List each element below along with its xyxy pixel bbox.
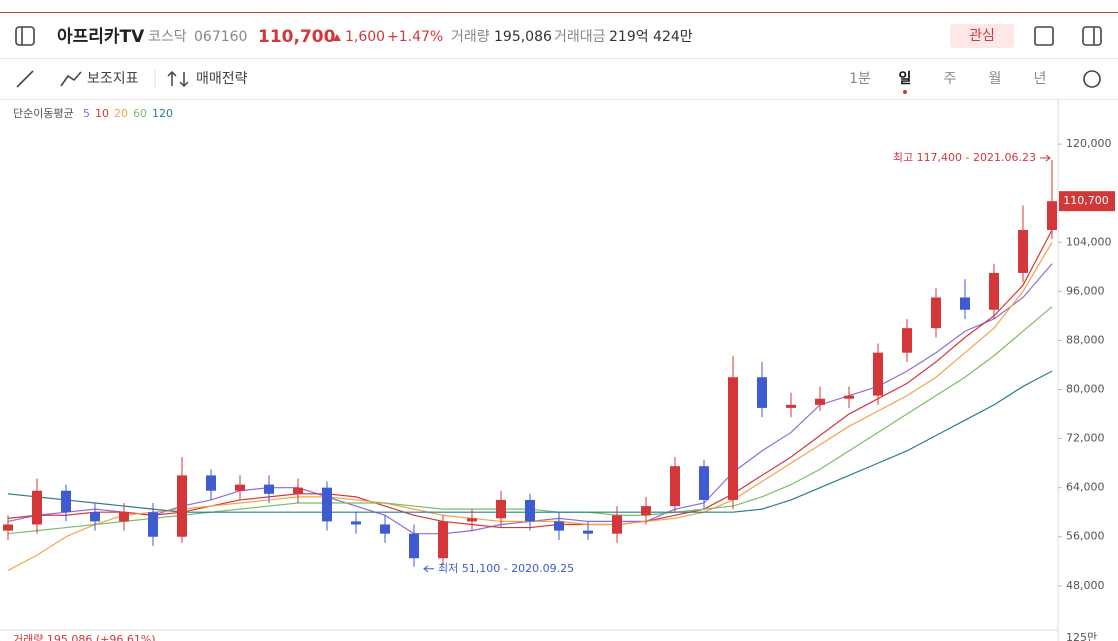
volume-axis: 125만 — [1066, 631, 1097, 641]
candle-body — [409, 533, 419, 559]
candle-body — [206, 475, 216, 491]
selected-dot — [903, 90, 907, 94]
strategy[interactable]: 매매전략 — [196, 71, 248, 87]
y-tick-label: 72,000 — [1066, 432, 1105, 445]
candle-body — [32, 490, 42, 525]
candle-body — [322, 487, 332, 522]
ma-legend: 5 — [83, 107, 90, 120]
y-tick-label: 80,000 — [1066, 383, 1105, 396]
ma-label: 단순이동평균 — [13, 107, 74, 120]
candle-body — [235, 484, 245, 491]
market: 코스닥 — [148, 29, 187, 45]
candle-body — [583, 530, 593, 534]
up-arrow — [333, 34, 341, 41]
panel-icon[interactable] — [1082, 26, 1102, 46]
period[interactable]: 월 — [989, 71, 1002, 87]
y-tick-label: 104,000 — [1066, 235, 1112, 248]
indicator-icon[interactable] — [60, 71, 82, 87]
y-tick-label: 120,000 — [1066, 137, 1112, 150]
strategy-icon[interactable] — [167, 70, 189, 88]
candle-body — [902, 328, 912, 353]
last-price-tag — [1059, 191, 1115, 212]
period[interactable]: 1분 — [849, 71, 871, 87]
ma-legend: 120 — [152, 107, 173, 120]
candle-body — [960, 297, 970, 310]
volume-note: 거래량 195,086 (+96.61%) — [13, 633, 156, 641]
candle-body — [989, 272, 999, 310]
y-tick-label: 64,000 — [1066, 481, 1105, 494]
candle-body — [380, 524, 390, 534]
change-pct: +1.47% — [387, 29, 443, 45]
candle-body — [699, 466, 709, 500]
candle-body — [496, 499, 506, 519]
y-tick-label: 96,000 — [1066, 284, 1105, 297]
high-note: 최고 117,400 - 2021.06.23 — [893, 151, 1036, 164]
candle-body — [612, 515, 622, 534]
candle-body — [670, 466, 680, 507]
y-tick-label: 48,000 — [1066, 579, 1105, 592]
amount-label: 거래대금 — [554, 29, 606, 45]
top-line — [0, 12, 1118, 13]
period[interactable]: 주 — [944, 71, 957, 87]
y-tick-label: 56,000 — [1066, 530, 1105, 543]
candle-body — [873, 352, 883, 396]
candle-body — [90, 512, 100, 522]
candle-body — [438, 521, 448, 559]
candle-body — [293, 487, 303, 494]
candle-body — [786, 404, 796, 408]
candle-body — [525, 499, 535, 522]
candle-body — [351, 521, 361, 525]
candle-body — [815, 398, 825, 405]
low-note: 최저 51,100 - 2020.09.25 — [438, 562, 574, 575]
ma-line — [7, 370, 1053, 513]
candle-body — [554, 521, 564, 531]
candle-body — [3, 524, 13, 531]
candle-body — [844, 395, 854, 399]
watch-text: 관심 — [969, 28, 995, 44]
amount: 219억 424만 — [609, 29, 693, 45]
high-arrow — [1040, 154, 1051, 162]
change: 1,600 — [345, 29, 385, 45]
indicators[interactable]: 보조지표 — [87, 71, 139, 87]
candle-body — [119, 512, 129, 522]
settings-icon[interactable] — [1083, 70, 1101, 88]
memo-icon[interactable] — [1034, 26, 1054, 46]
candle-body — [931, 297, 941, 329]
period[interactable]: 년 — [1034, 71, 1047, 87]
candle-body — [757, 377, 767, 408]
ma-line — [7, 229, 1053, 529]
volume-label: 거래량 — [451, 29, 490, 45]
candle-body — [61, 490, 71, 513]
candle-body — [1018, 230, 1028, 273]
candle-body — [1047, 201, 1057, 230]
candle-body — [728, 377, 738, 500]
candle-body — [641, 506, 651, 516]
candle-body — [467, 518, 477, 522]
price: 110,700 — [258, 27, 336, 47]
code: 067160 — [194, 29, 247, 45]
ma-legend: 10 — [95, 107, 109, 120]
y-tick-label: 88,000 — [1066, 333, 1105, 346]
watch-button[interactable] — [950, 24, 1014, 48]
stock-name: 아프리카TV — [57, 27, 145, 47]
low-arrow — [423, 565, 434, 573]
candle-body — [148, 512, 158, 537]
last-price-label: 110,700 — [1063, 194, 1109, 207]
ma-legend: 60 — [133, 107, 147, 120]
candle-body — [177, 475, 187, 537]
sidebar-icon[interactable] — [15, 26, 35, 46]
draw-tool[interactable] — [16, 70, 34, 88]
period[interactable]: 일 — [899, 71, 912, 87]
volume: 195,086 — [494, 29, 552, 45]
ma-line — [7, 263, 1053, 535]
ma-legend: 20 — [114, 107, 128, 120]
candle-body — [264, 484, 274, 494]
